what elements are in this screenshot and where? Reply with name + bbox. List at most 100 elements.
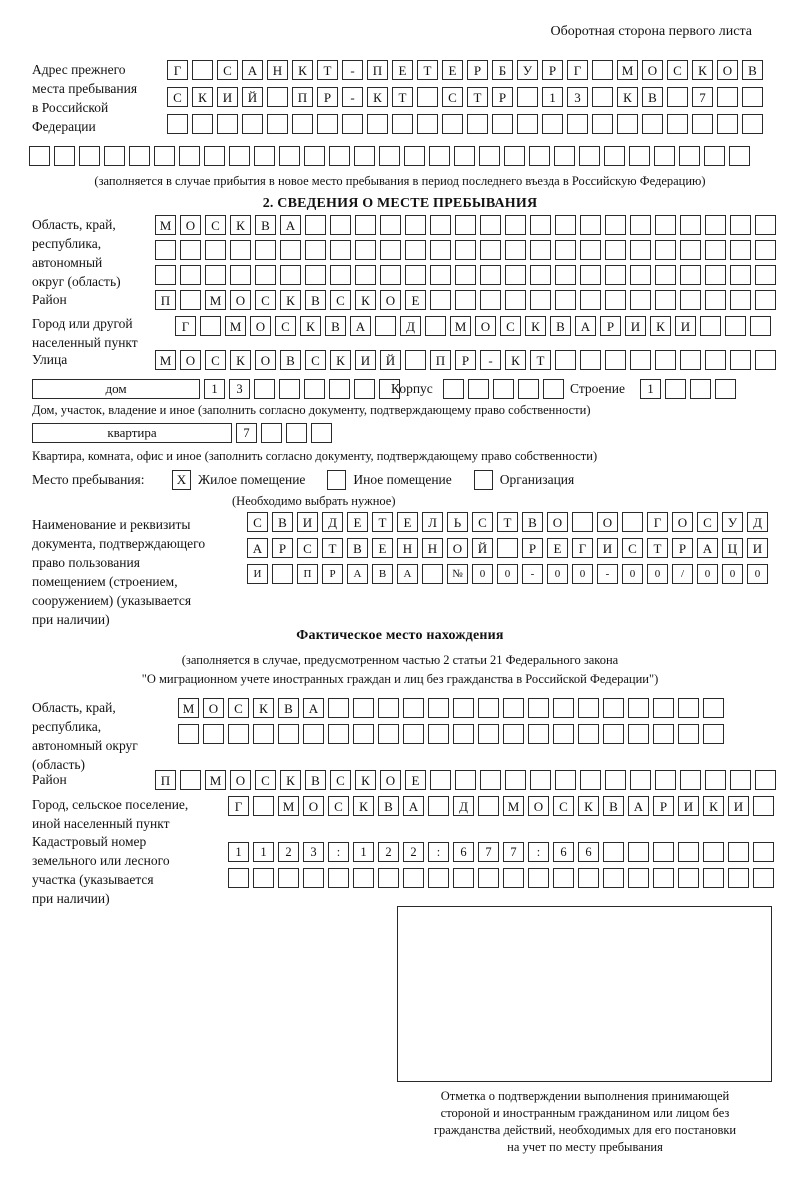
char-cell[interactable] [311, 423, 332, 443]
char-cell[interactable]: Т [317, 60, 338, 80]
char-cell[interactable]: В [603, 796, 624, 816]
char-cell[interactable]: 0 [647, 564, 668, 584]
char-cell[interactable] [543, 379, 564, 399]
char-cell[interactable] [230, 265, 251, 285]
char-cell[interactable]: К [192, 87, 213, 107]
char-cell[interactable] [280, 240, 301, 260]
char-cell[interactable] [680, 265, 701, 285]
char-cell[interactable] [542, 114, 563, 134]
char-cell[interactable]: М [503, 796, 524, 816]
char-cell[interactable]: О [547, 512, 568, 532]
char-cell[interactable] [555, 240, 576, 260]
char-cell[interactable]: В [278, 698, 299, 718]
char-cell[interactable] [518, 379, 539, 399]
char-cell[interactable]: С [330, 770, 351, 790]
char-cell[interactable]: И [728, 796, 749, 816]
char-cell[interactable]: В [642, 87, 663, 107]
char-cell[interactable]: М [450, 316, 471, 336]
char-cell[interactable] [330, 265, 351, 285]
char-cell[interactable]: И [217, 87, 238, 107]
char-cell[interactable] [179, 146, 200, 166]
char-cell[interactable]: Д [453, 796, 474, 816]
char-cell[interactable] [228, 868, 249, 888]
char-cell[interactable] [167, 114, 188, 134]
char-cell[interactable] [242, 114, 263, 134]
char-cell[interactable]: 2 [378, 842, 399, 862]
char-cell[interactable] [355, 240, 376, 260]
char-cell[interactable] [254, 146, 275, 166]
char-cell[interactable]: С [328, 796, 349, 816]
char-cell[interactable]: О [380, 770, 401, 790]
char-cell[interactable] [555, 290, 576, 310]
char-cell[interactable] [530, 265, 551, 285]
char-cell[interactable] [653, 868, 674, 888]
char-cell[interactable]: О [230, 290, 251, 310]
char-cell[interactable] [378, 868, 399, 888]
char-cell[interactable] [603, 724, 624, 744]
char-cell[interactable]: А [397, 564, 418, 584]
char-cell[interactable] [405, 215, 426, 235]
char-cell[interactable]: О [528, 796, 549, 816]
char-cell[interactable] [603, 698, 624, 718]
char-cell[interactable]: О [180, 350, 201, 370]
char-cell[interactable] [480, 290, 501, 310]
char-cell[interactable] [404, 146, 425, 166]
char-cell[interactable] [503, 698, 524, 718]
char-cell[interactable] [478, 868, 499, 888]
char-cell[interactable] [229, 146, 250, 166]
char-cell[interactable]: Т [647, 538, 668, 558]
char-cell[interactable] [54, 146, 75, 166]
char-cell[interactable] [603, 868, 624, 888]
char-cell[interactable] [580, 770, 601, 790]
char-cell[interactable]: Р [492, 87, 513, 107]
char-cell[interactable]: 2 [278, 842, 299, 862]
char-cell[interactable]: К [280, 290, 301, 310]
char-cell[interactable] [503, 868, 524, 888]
char-cell[interactable]: Т [417, 60, 438, 80]
char-cell[interactable]: И [247, 564, 268, 584]
char-cell[interactable] [392, 114, 413, 134]
char-cell[interactable] [578, 868, 599, 888]
char-cell[interactable] [678, 724, 699, 744]
char-cell[interactable]: М [205, 290, 226, 310]
char-cell[interactable] [642, 114, 663, 134]
char-cell[interactable] [680, 350, 701, 370]
char-cell[interactable]: О [303, 796, 324, 816]
char-cell[interactable] [705, 240, 726, 260]
char-cell[interactable]: К [253, 698, 274, 718]
char-cell[interactable] [428, 868, 449, 888]
char-cell[interactable] [528, 698, 549, 718]
char-cell[interactable] [755, 215, 776, 235]
char-cell[interactable] [492, 114, 513, 134]
char-cell[interactable]: № [447, 564, 468, 584]
char-cell[interactable] [730, 215, 751, 235]
char-cell[interactable] [528, 724, 549, 744]
char-cell[interactable] [753, 796, 774, 816]
char-cell[interactable] [378, 724, 399, 744]
char-cell[interactable] [379, 146, 400, 166]
char-cell[interactable]: М [278, 796, 299, 816]
char-cell[interactable] [580, 215, 601, 235]
char-cell[interactable]: В [522, 512, 543, 532]
char-cell[interactable] [267, 114, 288, 134]
char-cell[interactable] [605, 215, 626, 235]
char-cell[interactable]: 0 [572, 564, 593, 584]
char-cell[interactable] [355, 265, 376, 285]
char-cell[interactable]: В [550, 316, 571, 336]
char-cell[interactable] [305, 215, 326, 235]
char-cell[interactable] [255, 265, 276, 285]
char-cell[interactable] [380, 265, 401, 285]
char-cell[interactable]: С [442, 87, 463, 107]
char-cell[interactable] [655, 265, 676, 285]
char-cell[interactable] [79, 146, 100, 166]
char-cell[interactable]: С [255, 290, 276, 310]
char-cell[interactable]: Й [380, 350, 401, 370]
char-cell[interactable] [478, 698, 499, 718]
char-cell[interactable]: О [255, 350, 276, 370]
char-cell[interactable]: Р [653, 796, 674, 816]
char-cell[interactable]: С [622, 538, 643, 558]
char-cell[interactable]: К [355, 770, 376, 790]
char-cell[interactable]: 2 [403, 842, 424, 862]
char-cell[interactable] [443, 379, 464, 399]
char-cell[interactable]: С [217, 60, 238, 80]
